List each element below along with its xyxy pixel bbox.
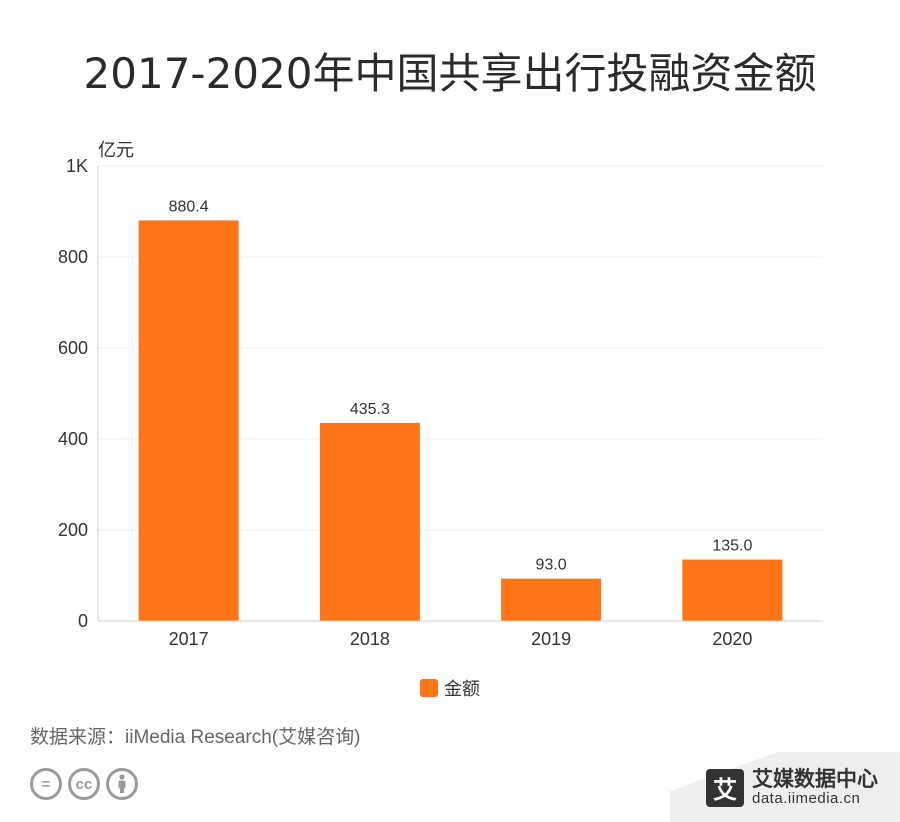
y-tick-label: 800 xyxy=(58,247,88,267)
y-axis-label: 亿元 xyxy=(98,140,134,161)
y-tick-label: 400 xyxy=(58,429,88,449)
x-tick-label: 2018 xyxy=(350,629,390,649)
bars xyxy=(138,220,783,621)
legend: 金额 xyxy=(0,675,900,701)
license-icons: = cc xyxy=(30,768,138,800)
brand-url: data.iimedia.cn xyxy=(752,790,861,808)
y-tick-label: 600 xyxy=(58,338,88,358)
x-tick-label: 2019 xyxy=(531,629,571,649)
y-tick-label: 200 xyxy=(58,520,88,540)
y-tick-label: 0 xyxy=(78,611,88,631)
brand: 艾 艾媒数据中心 data.iimedia.cn xyxy=(706,767,878,808)
page-title: 2017-2020年中国共享出行投融资金额 xyxy=(83,49,817,98)
brand-logo: 艾 xyxy=(706,768,744,807)
bar-value-label: 93.0 xyxy=(536,557,567,574)
x-axis-ticks: 2017 2018 2019 2020 xyxy=(169,629,753,649)
y-tick-label: 1K xyxy=(66,156,88,176)
bar-2017 xyxy=(138,220,239,621)
bar-value-label: 880.4 xyxy=(169,198,209,215)
brand-name: 艾媒数据中心 xyxy=(752,767,878,791)
bar-2020 xyxy=(682,559,783,621)
bar-value-label: 435.3 xyxy=(350,401,390,418)
bar-chart: 亿元 0 200 400 600 800 1K 880.4 435.3 93.0 135.0 2… xyxy=(58,140,823,649)
cc-icon: cc xyxy=(68,768,100,800)
legend-label: 金额 xyxy=(444,679,480,699)
y-axis-ticks: 0 200 400 600 800 1K xyxy=(58,156,88,631)
bar-2018 xyxy=(319,422,420,621)
bar-2019 xyxy=(501,578,602,621)
bar-value-label: 135.0 xyxy=(712,538,752,555)
person-icon xyxy=(106,768,138,800)
x-tick-label: 2017 xyxy=(169,629,209,649)
equals-icon: = xyxy=(30,768,62,800)
x-tick-label: 2020 xyxy=(712,629,752,649)
bar-labels: 880.4 435.3 93.0 135.0 xyxy=(169,198,753,573)
legend-swatch xyxy=(420,679,438,697)
source-note: 数据来源：iiMedia Research(艾媒咨询) xyxy=(30,727,361,748)
